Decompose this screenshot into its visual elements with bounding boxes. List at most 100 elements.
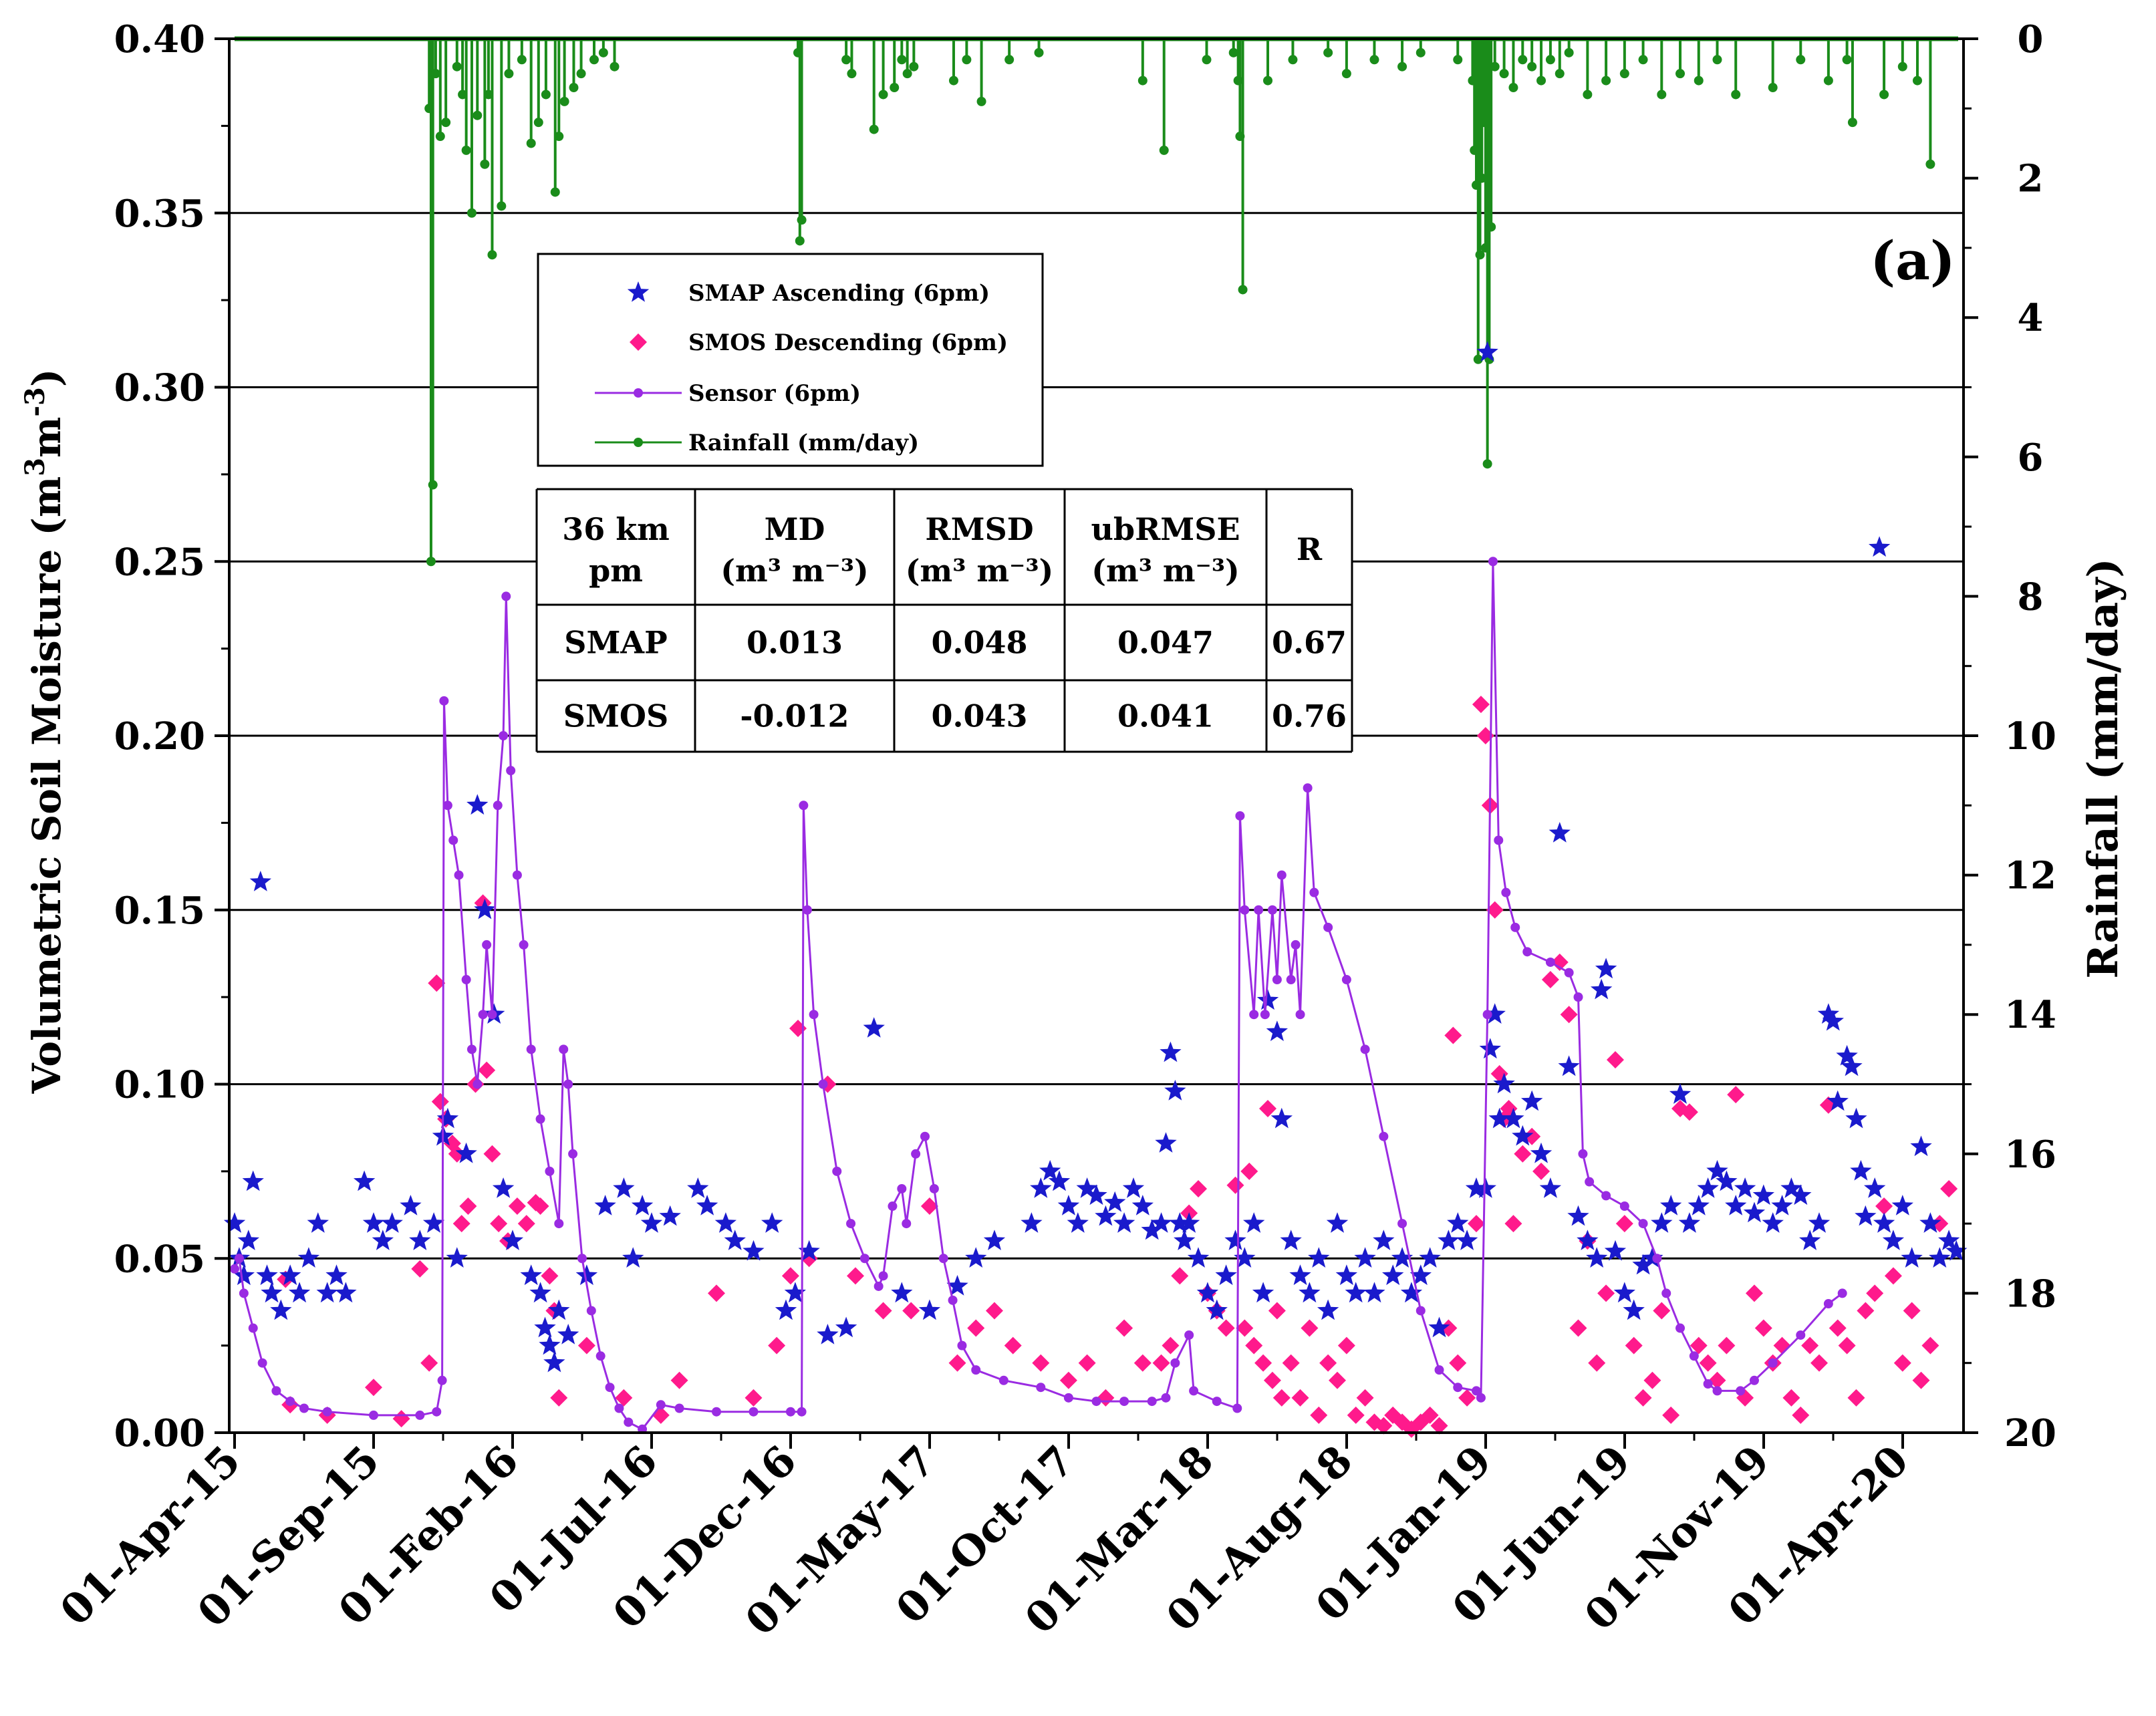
smap-point-51 bbox=[761, 1212, 783, 1233]
smap-point-137 bbox=[1632, 1254, 1654, 1275]
rainfall-point-20 bbox=[550, 187, 560, 197]
smap-point-77 bbox=[1150, 1212, 1172, 1233]
sensor-point-45 bbox=[712, 1407, 722, 1417]
smap-point-110 bbox=[1419, 1247, 1441, 1268]
smos-point-70 bbox=[1291, 1389, 1309, 1407]
smap-point-159 bbox=[1827, 1090, 1849, 1111]
smap-point-147 bbox=[1725, 1195, 1747, 1216]
smos-point-38 bbox=[846, 1267, 864, 1285]
smap-point-5 bbox=[249, 871, 271, 891]
smap-point-63 bbox=[1021, 1212, 1043, 1233]
smap-point-129 bbox=[1567, 1205, 1589, 1226]
left-tick-label-0.40: 0.40 bbox=[114, 17, 205, 61]
right-tick-label-18: 18 bbox=[2004, 1272, 2056, 1316]
right-tick-label-6: 6 bbox=[2018, 436, 2044, 480]
smap-point-74 bbox=[1122, 1177, 1145, 1198]
table-cell-1-3: 0.041 bbox=[1117, 698, 1214, 734]
table-cell-1-1: -0.012 bbox=[740, 698, 849, 734]
smos-point-6 bbox=[420, 1354, 438, 1372]
smos-point-113 bbox=[1643, 1371, 1661, 1389]
smap-point-90 bbox=[1243, 1212, 1265, 1233]
smap-point-164 bbox=[1855, 1205, 1877, 1226]
smap-point-162 bbox=[1845, 1107, 1867, 1129]
sensor-point-120 bbox=[1689, 1351, 1699, 1361]
rainfall-point-82 bbox=[1638, 55, 1648, 65]
smos-point-108 bbox=[1597, 1284, 1615, 1302]
sensor-point-34 bbox=[563, 1079, 573, 1089]
smap-point-7 bbox=[261, 1282, 283, 1303]
smos-point-3 bbox=[364, 1379, 382, 1397]
rainfall-point-57 bbox=[1416, 47, 1426, 57]
rainfall-point-21 bbox=[554, 132, 564, 142]
smap-point-88 bbox=[1224, 1230, 1246, 1250]
smos-point-87 bbox=[1444, 1026, 1462, 1044]
smap-point-14 bbox=[325, 1264, 348, 1286]
rainfall-point-33 bbox=[869, 124, 879, 134]
smos-point-74 bbox=[1329, 1371, 1347, 1389]
smos-point-50 bbox=[1115, 1319, 1133, 1337]
smap-point-45 bbox=[659, 1205, 681, 1226]
rainfall-point-56 bbox=[1397, 61, 1407, 72]
sensor-point-33 bbox=[559, 1044, 569, 1054]
smap-point-170 bbox=[1901, 1247, 1923, 1268]
smap-point-47 bbox=[696, 1195, 718, 1216]
smap-point-156 bbox=[1808, 1212, 1831, 1233]
sensor-point-19 bbox=[473, 1079, 483, 1089]
smap-point-46 bbox=[687, 1177, 709, 1198]
smap-point-143 bbox=[1688, 1195, 1710, 1216]
sensor-point-28 bbox=[519, 940, 529, 950]
sensor-point-58 bbox=[888, 1201, 898, 1211]
smos-point-64 bbox=[1254, 1354, 1272, 1372]
right-tick-label-4: 4 bbox=[2018, 296, 2044, 340]
left-tick-label-0.10: 0.10 bbox=[114, 1063, 205, 1107]
rainfall-point-81 bbox=[1619, 69, 1629, 79]
rainfall-point-43 bbox=[1034, 47, 1044, 57]
smap-point-35 bbox=[539, 1334, 561, 1355]
smos-point-56 bbox=[1190, 1179, 1208, 1197]
right-tick-label-20: 20 bbox=[2004, 1411, 2056, 1455]
rainfall-point-42 bbox=[1004, 55, 1015, 65]
sensor-point-56 bbox=[873, 1281, 884, 1291]
sensor-point-64 bbox=[938, 1254, 948, 1264]
sensor-point-115 bbox=[1619, 1201, 1629, 1211]
smap-point-59 bbox=[918, 1299, 941, 1320]
sensor-point-70 bbox=[1063, 1393, 1073, 1403]
smap-point-18 bbox=[372, 1230, 394, 1250]
rainfall-point-37 bbox=[902, 69, 912, 79]
smos-point-88 bbox=[1449, 1354, 1467, 1372]
sensor-point-46 bbox=[749, 1407, 759, 1417]
smos-point-129 bbox=[1792, 1406, 1810, 1424]
rainfall-point-53 bbox=[1323, 47, 1333, 57]
smap-point-145 bbox=[1706, 1159, 1728, 1181]
legend-label-0: SMAP Ascending (6pm) bbox=[688, 280, 990, 307]
rainfall-point-76 bbox=[1545, 55, 1555, 65]
rainfall-point-26 bbox=[598, 47, 608, 57]
smos-point-131 bbox=[1810, 1354, 1829, 1372]
right-tick-label-10: 10 bbox=[2004, 714, 2056, 758]
right-tick-label-14: 14 bbox=[2004, 993, 2056, 1037]
rainfall-point-51 bbox=[1263, 76, 1273, 86]
rainfall-point-50 bbox=[1238, 285, 1248, 295]
sensor-point-113 bbox=[1585, 1177, 1595, 1187]
smap-point-92 bbox=[1256, 989, 1279, 1010]
sensor-point-43 bbox=[656, 1400, 666, 1410]
smap-point-99 bbox=[1317, 1299, 1339, 1320]
sensor-point-16 bbox=[454, 870, 464, 880]
sensor-point-121 bbox=[1703, 1379, 1713, 1389]
sensor-point-83 bbox=[1254, 905, 1264, 915]
smos-point-52 bbox=[1152, 1354, 1170, 1372]
sensor-point-67 bbox=[971, 1365, 981, 1375]
smap-point-83 bbox=[1178, 1212, 1200, 1233]
rainfall-point-18 bbox=[533, 118, 543, 128]
smap-point-34 bbox=[534, 1316, 556, 1338]
sensor-point-4 bbox=[257, 1358, 267, 1368]
rainfall-point-11 bbox=[480, 159, 490, 169]
smap-point-130 bbox=[1577, 1230, 1599, 1250]
smap-point-42 bbox=[622, 1247, 644, 1268]
rainfall-point-10 bbox=[473, 110, 483, 120]
smos-point-13 bbox=[459, 1197, 477, 1216]
smap-point-165 bbox=[1864, 1177, 1886, 1198]
smos-point-121 bbox=[1718, 1336, 1736, 1354]
